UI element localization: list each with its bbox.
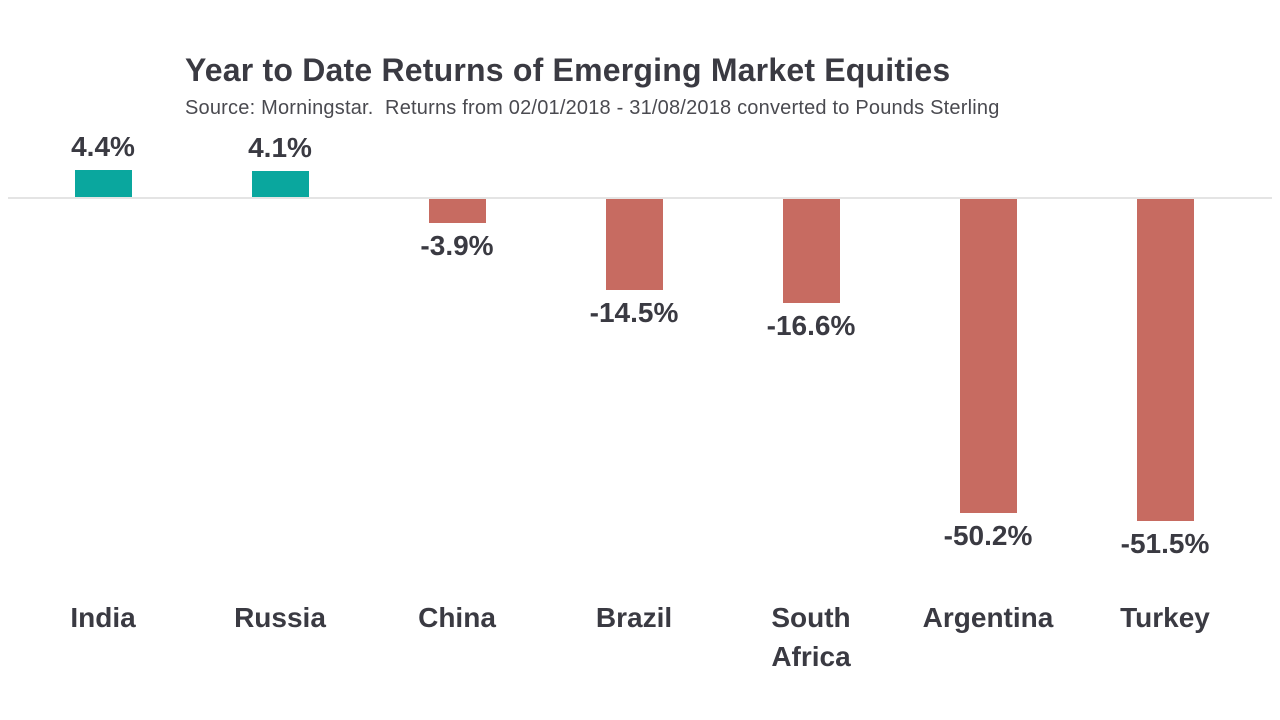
- value-label-china: -3.9%: [420, 230, 494, 262]
- value-label-turkey: -51.5%: [1120, 527, 1210, 559]
- category-label-turkey: Turkey: [1120, 602, 1210, 633]
- category-label-india: India: [70, 602, 136, 633]
- category-label-argentina: Argentina: [922, 602, 1054, 633]
- value-label-south-africa: -16.6%: [766, 309, 856, 341]
- bar-argentina: [959, 199, 1017, 513]
- category-label-russia: Russia: [234, 602, 326, 633]
- value-label-india: 4.4%: [71, 130, 135, 162]
- value-label-brazil: -14.5%: [589, 296, 679, 328]
- value-label-argentina: -50.2%: [943, 519, 1033, 551]
- category-label-brazil: Brazil: [595, 602, 673, 633]
- chart-title: Year to Date Returns of Emerging Market …: [185, 52, 951, 88]
- bar-russia: [251, 171, 309, 197]
- chart-subtitle: Source: Morningstar. Returns from 02/01/…: [185, 97, 1000, 119]
- bar-brazil: [605, 199, 663, 290]
- chart-header: Year to Date Returns of Emerging Market …: [185, 52, 1000, 120]
- bar-south-africa: [782, 199, 840, 303]
- bar-turkey: [1136, 199, 1194, 521]
- category-label-south-africa: South Africa: [771, 602, 851, 672]
- bar-china: [428, 199, 486, 224]
- zero-baseline: [8, 197, 1272, 199]
- bar-india: [74, 169, 132, 197]
- value-label-russia: 4.1%: [248, 132, 312, 164]
- category-label-china: China: [418, 602, 496, 633]
